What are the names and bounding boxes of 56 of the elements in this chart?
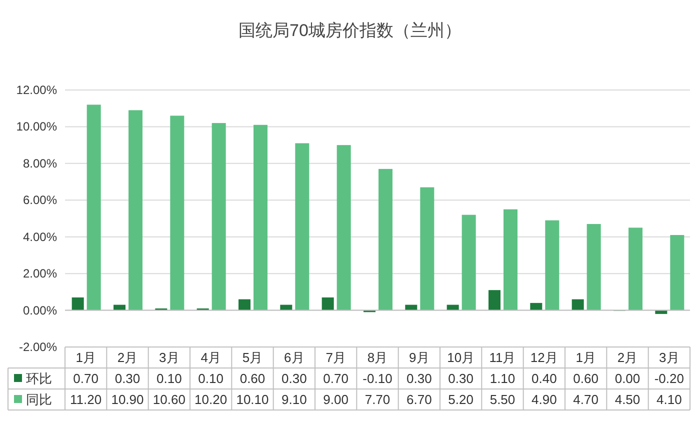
data-label: -0.20 (654, 371, 684, 386)
x-tick-label: 6月 (284, 350, 304, 365)
data-label: 0.70 (73, 371, 98, 386)
data-label: 11.20 (70, 392, 102, 407)
y-tick-label: 6.00% (22, 193, 58, 208)
data-label: 0.30 (282, 371, 307, 386)
data-label: 10.60 (152, 392, 186, 407)
y-tick-label: 4.00% (22, 230, 58, 244)
x-tick-label: 3月 (159, 350, 180, 365)
data-label: 4.50 (614, 392, 640, 407)
data-label: 0.30 (406, 371, 432, 386)
x-tick-label: 9月 (409, 350, 430, 365)
data-label: 5.20 (448, 392, 474, 407)
data-label: 1.10 (490, 371, 516, 386)
y-tick-label: 2.00% (22, 266, 58, 281)
data-label: 10.20 (194, 392, 228, 407)
x-tick-label: 2月 (617, 350, 638, 365)
x-tick-label: 8月 (367, 350, 388, 365)
data-label: 4.10 (656, 392, 682, 407)
y-tick-label: 10.00% (16, 120, 58, 134)
data-label: 0.70 (323, 371, 348, 386)
data-label: 9.10 (282, 392, 307, 407)
data-label: 10.90 (111, 392, 144, 407)
data-label: 5.50 (490, 392, 516, 407)
chart-title: 国统局70城房价指数（兰州） (238, 21, 462, 40)
data-label: 0.60 (240, 371, 266, 386)
data-label: 9.00 (323, 392, 348, 407)
x-tick-label: 1月 (576, 350, 596, 365)
data-label: 4.70 (573, 392, 598, 407)
data-label: 0.60 (573, 371, 598, 386)
data-label: 0.10 (156, 371, 182, 386)
x-tick-label: 10月 (447, 350, 475, 365)
legend-label: 环比 (26, 371, 52, 386)
data-label: 0.30 (448, 371, 474, 386)
data-label: 0.00 (614, 371, 640, 386)
x-tick-label: 7月 (326, 350, 346, 365)
data-label: -0.10 (362, 371, 392, 386)
data-label: 0.40 (532, 371, 557, 386)
x-tick-label: 4月 (200, 350, 221, 365)
x-tick-label: 5月 (242, 350, 263, 365)
legend-label: 同比 (26, 392, 52, 407)
data-label: 7.70 (364, 392, 390, 407)
data-label: 0.30 (114, 371, 140, 386)
y-tick-label: 12.00% (16, 83, 58, 97)
x-tick-label: 12月 (530, 350, 558, 365)
y-tick-label: -2.00% (18, 340, 58, 354)
x-tick-label: 3月 (659, 350, 680, 365)
data-label: 6.70 (406, 392, 432, 407)
data-label: 10.10 (236, 392, 269, 407)
x-tick-label: 11月 (489, 350, 516, 365)
y-tick-label: 0.00% (22, 303, 58, 318)
data-label: 0.10 (198, 371, 224, 386)
data-label: 4.90 (532, 392, 557, 407)
x-tick-label: 1月 (76, 350, 96, 365)
y-tick-label: 8.00% (22, 156, 58, 170)
x-tick-label: 2月 (117, 350, 138, 365)
